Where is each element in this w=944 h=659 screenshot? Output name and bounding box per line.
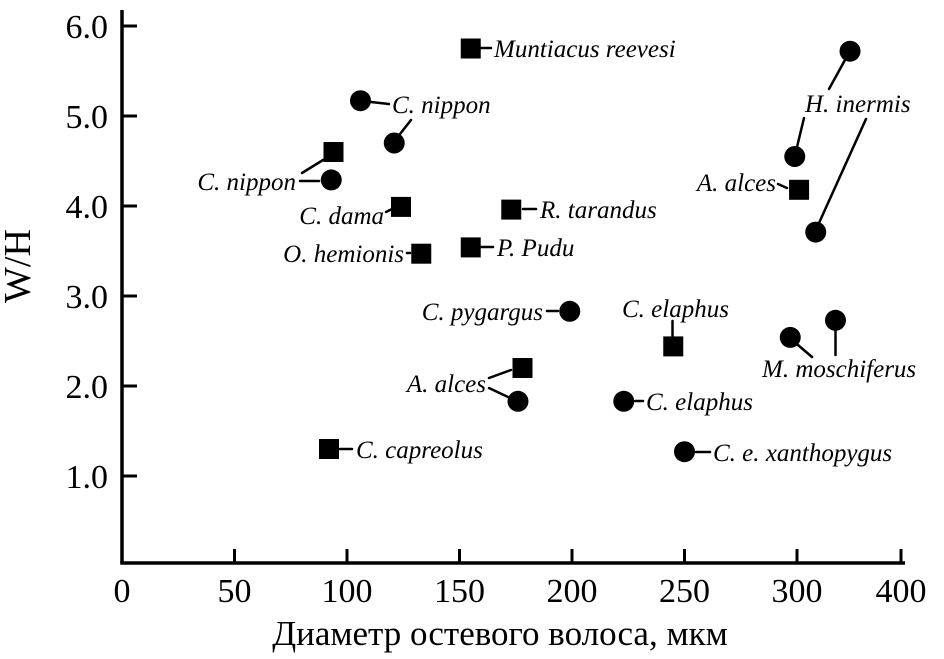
label-leader-line: [398, 118, 413, 136]
x-axis-title: Диаметр остевого волоса, мкм: [272, 614, 728, 653]
species-label: O. hemionis: [283, 241, 404, 268]
species-label: C. elaphus: [646, 389, 753, 416]
data-point-circle: [784, 146, 806, 167]
data-point-square: [460, 38, 481, 59]
y-tick-label: 4.0: [66, 189, 109, 226]
label-leader-line: [369, 100, 391, 106]
data-point-circle: [350, 90, 371, 112]
x-tick-label: 50: [218, 573, 252, 610]
data-point-square: [319, 439, 339, 459]
data-point-square: [663, 336, 684, 357]
x-tick-label: 0: [114, 573, 131, 610]
label-leader-line: [796, 343, 814, 359]
y-tick-label: 6.0: [66, 9, 109, 46]
y-tick-label: 5.0: [66, 99, 109, 136]
label-leader-line: [300, 158, 325, 175]
data-point-square: [501, 199, 522, 220]
x-tick-label: 250: [659, 573, 710, 610]
species-label: M. moschiferus: [761, 356, 916, 383]
data-point-circle: [674, 441, 695, 463]
label-leader-line: [776, 182, 789, 190]
data-point-circle: [839, 40, 861, 62]
data-point-circle: [805, 221, 827, 243]
x-tick-label: 200: [547, 573, 598, 610]
data-point-circle: [613, 390, 635, 412]
y-tick-label: 3.0: [66, 279, 109, 316]
species-label: C. nippon: [392, 92, 491, 119]
y-tick-label: 2.0: [66, 369, 109, 406]
species-label: R. tarandus: [539, 197, 657, 224]
species-label: Muntiacus reevesi: [493, 36, 676, 63]
species-label: A. alces: [405, 371, 486, 398]
data-point-square: [411, 243, 432, 264]
x-tick-label: 100: [322, 573, 373, 610]
data-point-square: [460, 237, 481, 258]
label-leader-line: [795, 116, 806, 149]
species-label: C. elaphus: [622, 296, 729, 323]
y-axis-title: W/H: [0, 229, 39, 303]
label-leader-line: [817, 117, 868, 225]
data-point-square: [323, 142, 344, 162]
data-point-circle: [559, 300, 581, 322]
data-point-square: [789, 179, 810, 200]
species-label: H. inermis: [804, 91, 911, 118]
data-point-square: [391, 196, 411, 217]
x-tick-label: 400: [876, 573, 927, 610]
data-point-circle: [383, 132, 405, 154]
data-point-square: [512, 358, 533, 378]
species-label: A. alces: [695, 170, 776, 197]
label-leader-line: [487, 386, 510, 399]
y-tick-label: 1.0: [66, 459, 109, 496]
data-point-circle: [320, 169, 342, 191]
species-label: C. capreolus: [356, 437, 483, 464]
data-point-circle: [779, 326, 801, 348]
x-tick-label: 300: [772, 573, 823, 610]
label-leader-line: [487, 368, 513, 380]
species-label: P. Pudu: [496, 235, 574, 262]
species-label: C. nippon: [197, 169, 296, 196]
species-label: C. e. xanthopygus: [713, 440, 892, 467]
label-leader-line: [827, 58, 847, 91]
data-point-circle: [824, 309, 846, 331]
x-tick-label: 150: [434, 573, 485, 610]
species-label: C. dama: [299, 203, 384, 230]
data-point-circle: [507, 390, 529, 412]
species-label: C. pygargus: [422, 299, 543, 326]
